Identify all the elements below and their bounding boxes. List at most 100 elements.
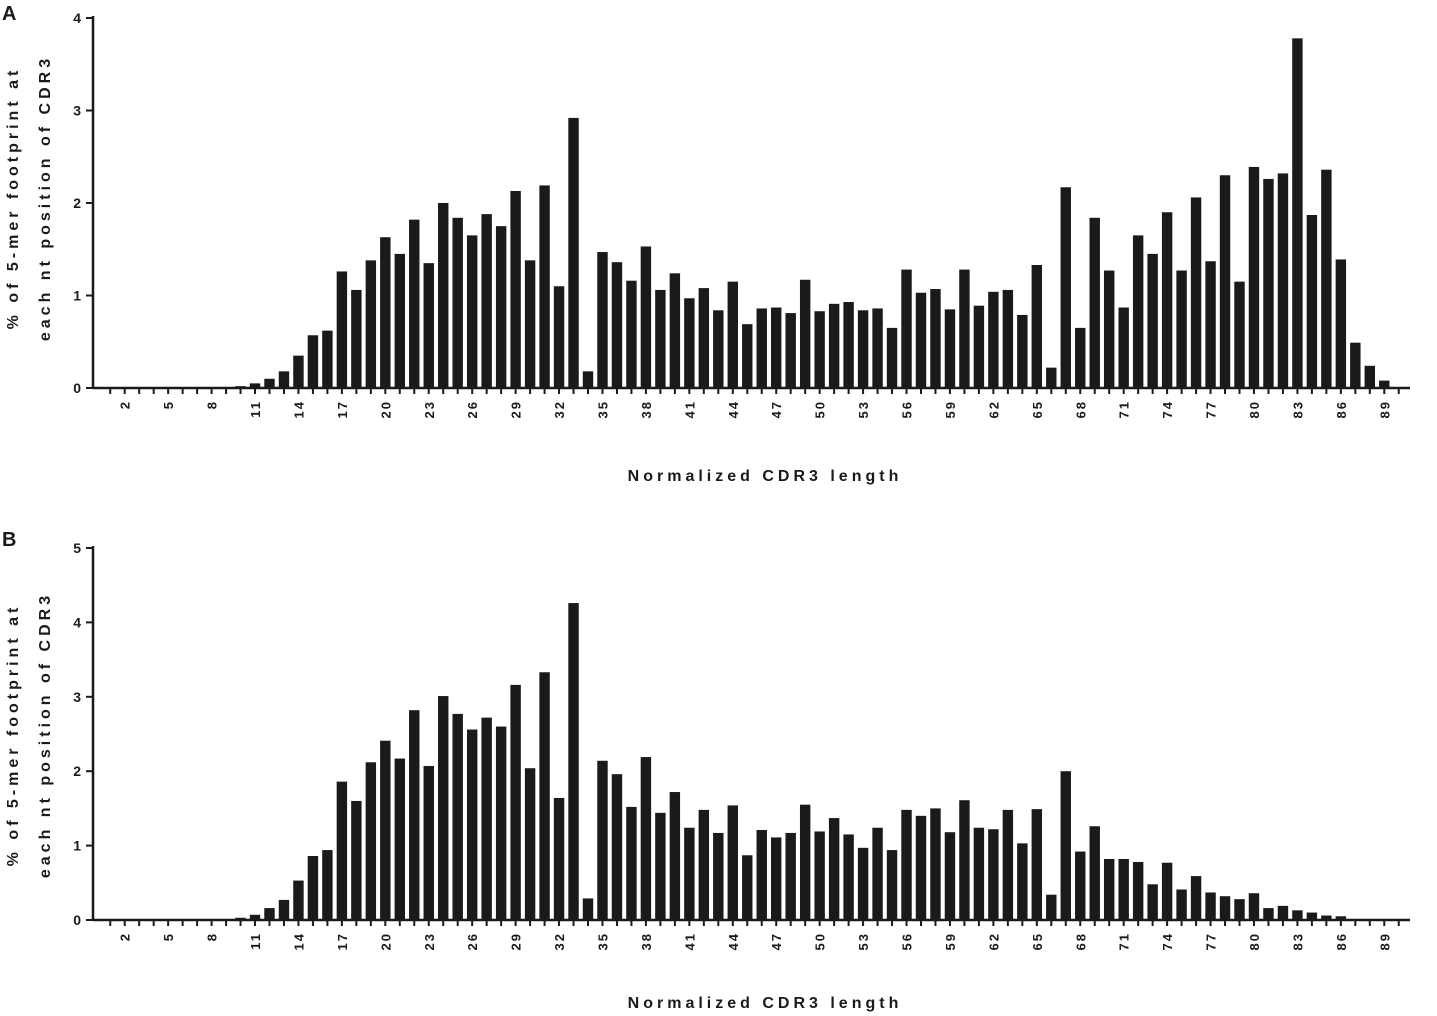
panel-a-bar-19 (365, 260, 377, 388)
panel-b-bar-50 (814, 831, 825, 920)
panel-a-bar-28 (495, 226, 507, 389)
panel-b-bar-44 (727, 805, 738, 920)
panel-a-bar-12 (264, 378, 275, 388)
panel-b-bar-43 (713, 832, 724, 920)
panel-a-bar-52 (843, 301, 854, 388)
panel-b-bar-14 (293, 880, 304, 920)
panel-a-label: A (2, 3, 16, 25)
panel-a-bar-53 (857, 310, 869, 388)
panel-a-bar-74 (1161, 212, 1173, 388)
panel-a-xtick-label-17: 17 (335, 400, 350, 418)
panel-a-xtick-label-8: 8 (205, 400, 220, 409)
panel-a-xtick-label-59: 59 (943, 400, 958, 418)
panel-b-xtick-label-86: 86 (1334, 932, 1349, 950)
panel-b-bar-78 (1219, 896, 1231, 920)
panel-a-bar-82 (1277, 173, 1289, 388)
panel-a-bar-72 (1132, 235, 1144, 389)
panel-a-xtick-label-65: 65 (1030, 400, 1045, 418)
panel-a-xtick-label-35: 35 (595, 400, 610, 418)
panel-b-bar-21 (394, 758, 405, 920)
panel-a-bar-39 (655, 289, 666, 388)
panel-b-bar-84 (1306, 912, 1318, 920)
panel-b-bar-86 (1335, 916, 1347, 920)
panel-b-xtick-label-41: 41 (682, 932, 697, 950)
panel-b-xtick-label-11: 11 (248, 932, 263, 950)
panel-a-bar-30 (524, 260, 536, 388)
panel-b-bar-15 (307, 856, 319, 920)
panel-b-bar-51 (828, 818, 840, 920)
panel-a-bar-38 (640, 246, 652, 388)
panel-a-bar-57 (915, 292, 927, 388)
panel-b-xtick-label-44: 44 (726, 932, 741, 950)
panel-a-bar-85 (1321, 169, 1332, 388)
panel-b-bar-60 (959, 800, 970, 920)
panel-b-bar-17 (336, 781, 348, 920)
panel-a-xtick-label-2: 2 (118, 400, 133, 409)
panel-a-xtick-label-80: 80 (1247, 400, 1262, 418)
panel-a-xtick-label-20: 20 (378, 400, 393, 418)
panel-b-bar-34 (582, 898, 594, 920)
panel-b-bar-55 (886, 850, 898, 920)
panel-b-bar-73 (1147, 884, 1158, 920)
panel-a-bar-23 (423, 263, 434, 389)
panel-a-xtick-label-26: 26 (465, 400, 480, 418)
panel-b-bar-53 (857, 847, 869, 920)
panel-b-bar-32 (553, 797, 565, 920)
panel-a-ytick-label-1: 1 (73, 288, 81, 304)
panel-a-bar-33 (568, 117, 579, 389)
panel-a-xtick-label-74: 74 (1160, 400, 1175, 418)
panel-b-bar-47 (771, 837, 782, 920)
panel-a-xtick-label-41: 41 (682, 400, 697, 418)
panel-a-bar-11 (249, 383, 261, 389)
panel-a-bar-58 (930, 289, 941, 388)
panel-b-xlabel: Normalized CDR3 length (628, 995, 903, 1012)
panel-b-ylabel-line-2: each nt position of CDR3 (37, 592, 54, 878)
panel-a-ytick-label-2: 2 (73, 195, 81, 211)
panel-a-xtick-label-11: 11 (248, 400, 263, 418)
panel-b-bar-72 (1132, 861, 1144, 920)
panel-b-xtick-label-23: 23 (422, 932, 437, 950)
panel-a-xtick-label-44: 44 (726, 400, 741, 418)
panel-a-ytick-label-3: 3 (73, 103, 81, 119)
panel-a-bar-34 (582, 371, 594, 388)
panel-b-bar-77 (1205, 892, 1216, 920)
panel-a-bar-83 (1292, 38, 1303, 388)
panel-a-bar-64 (1017, 314, 1028, 388)
panel-b-xtick-label-5: 5 (161, 932, 176, 941)
panel-b-bar-30 (524, 768, 536, 920)
panel-b-xtick-label-29: 29 (509, 932, 524, 950)
panel-a-bar-45 (742, 324, 753, 388)
panel-b-xtick-label-20: 20 (378, 932, 393, 950)
panel-a-bar-76 (1190, 197, 1202, 388)
panel-b-bar-28 (495, 726, 507, 920)
panel-b-ytick-label-4: 4 (73, 614, 81, 630)
panel-b: B % of 5-mer footprint at each nt positi… (2, 529, 1410, 1012)
panel-a-bar-84 (1306, 215, 1318, 388)
panel-a-bar-36 (611, 262, 623, 388)
panel-a-bar-61 (973, 305, 985, 388)
panel-b-xtick-label-56: 56 (900, 932, 915, 950)
panel-b-bar-19 (365, 762, 377, 920)
panel-b-bar-42 (698, 809, 710, 920)
panel-a-bar-26 (466, 235, 478, 389)
panel-a-xtick-label-5: 5 (161, 400, 176, 409)
panel-b-xtick-label-35: 35 (595, 932, 610, 950)
panel-a-xtick-label-23: 23 (422, 400, 437, 418)
panel-b-bar-79 (1234, 899, 1245, 920)
panel-a-xtick-label-77: 77 (1204, 400, 1219, 418)
panel-b-bar-65 (1031, 809, 1043, 920)
panel-a-bar-51 (828, 303, 840, 388)
panel-a-xtick-label-62: 62 (986, 400, 1001, 418)
panel-b-xtick-label-71: 71 (1117, 932, 1132, 950)
panel-a-bar-35 (597, 252, 608, 388)
panel-b-bar-36 (611, 774, 623, 920)
panel-b-xtick-label-14: 14 (291, 932, 306, 950)
panel-a-ylabel-line-1: % of 5-mer footprint at (5, 67, 22, 330)
panel-b-bar-68 (1075, 851, 1086, 920)
panel-a-bar-71 (1118, 307, 1129, 388)
panel-a-bar-40 (669, 273, 681, 388)
panel-b-bar-16 (322, 850, 333, 920)
